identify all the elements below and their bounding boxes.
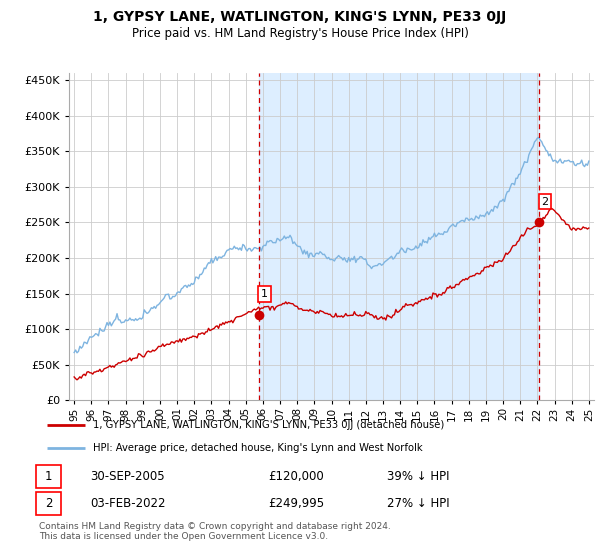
Text: 30-SEP-2005: 30-SEP-2005 bbox=[90, 470, 164, 483]
Text: 1: 1 bbox=[261, 289, 268, 299]
Text: 1: 1 bbox=[44, 470, 52, 483]
Bar bbox=[259, 73, 539, 400]
Text: 1, GYPSY LANE, WATLINGTON, KING'S LYNN, PE33 0JJ: 1, GYPSY LANE, WATLINGTON, KING'S LYNN, … bbox=[94, 10, 506, 24]
Text: 1, GYPSY LANE, WATLINGTON, KING'S LYNN, PE33 0JJ (detached house): 1, GYPSY LANE, WATLINGTON, KING'S LYNN, … bbox=[92, 420, 444, 430]
Bar bbox=[36, 465, 61, 488]
Text: £249,995: £249,995 bbox=[268, 497, 325, 510]
Text: Contains HM Land Registry data © Crown copyright and database right 2024.
This d: Contains HM Land Registry data © Crown c… bbox=[39, 522, 391, 542]
Text: 27% ↓ HPI: 27% ↓ HPI bbox=[387, 497, 449, 510]
Text: 2: 2 bbox=[44, 497, 52, 510]
Text: 39% ↓ HPI: 39% ↓ HPI bbox=[387, 470, 449, 483]
Text: 2: 2 bbox=[541, 197, 548, 207]
Text: HPI: Average price, detached house, King's Lynn and West Norfolk: HPI: Average price, detached house, King… bbox=[92, 444, 422, 454]
Bar bbox=[36, 492, 61, 515]
Text: £120,000: £120,000 bbox=[268, 470, 324, 483]
Text: Price paid vs. HM Land Registry's House Price Index (HPI): Price paid vs. HM Land Registry's House … bbox=[131, 27, 469, 40]
Text: 03-FEB-2022: 03-FEB-2022 bbox=[90, 497, 166, 510]
